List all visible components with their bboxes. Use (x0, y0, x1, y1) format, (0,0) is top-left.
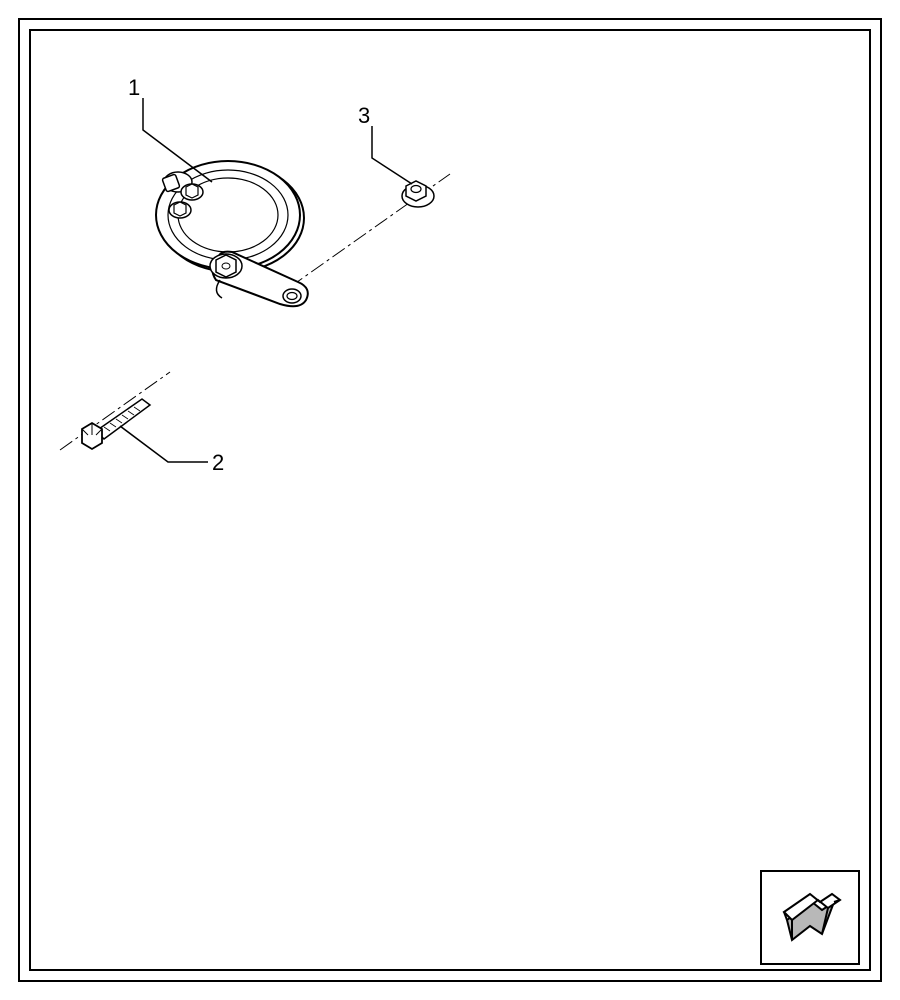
leader-2 (0, 0, 900, 1000)
callout-label-2: 2 (212, 450, 224, 476)
callout-label-1: 1 (128, 75, 140, 101)
isoview-icon (760, 870, 860, 965)
callout-label-3: 3 (358, 103, 370, 129)
